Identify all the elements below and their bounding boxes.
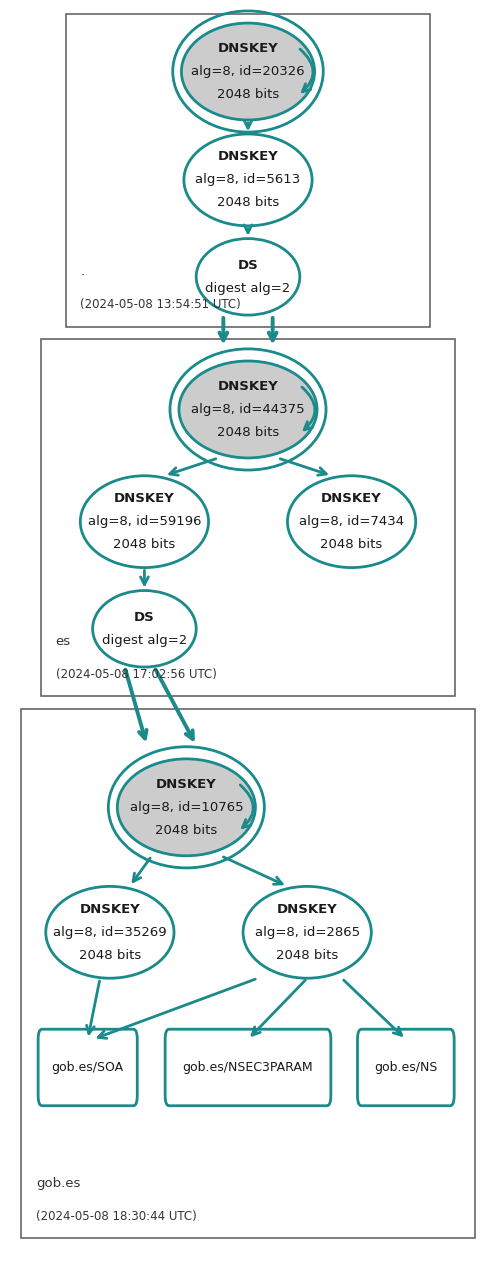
FancyBboxPatch shape [165, 1029, 331, 1105]
Text: DNSKEY: DNSKEY [218, 42, 278, 55]
Text: .: . [80, 265, 84, 279]
Text: 2048 bits: 2048 bits [217, 88, 279, 101]
FancyBboxPatch shape [21, 709, 475, 1238]
Text: alg=8, id=20326: alg=8, id=20326 [191, 65, 305, 78]
Text: alg=8, id=7434: alg=8, id=7434 [299, 515, 404, 528]
Ellipse shape [184, 134, 312, 226]
Text: (2024-05-08 18:30:44 UTC): (2024-05-08 18:30:44 UTC) [36, 1210, 197, 1223]
Text: 2048 bits: 2048 bits [155, 824, 217, 837]
FancyBboxPatch shape [41, 340, 455, 697]
Ellipse shape [243, 887, 372, 978]
Text: DNSKEY: DNSKEY [218, 151, 278, 164]
Text: gob.es: gob.es [36, 1177, 80, 1190]
Text: 2048 bits: 2048 bits [320, 538, 383, 551]
Text: 2048 bits: 2048 bits [79, 948, 141, 962]
Text: (2024-05-08 13:54:51 UTC): (2024-05-08 13:54:51 UTC) [80, 298, 241, 312]
Ellipse shape [196, 239, 300, 316]
Ellipse shape [182, 23, 314, 120]
Text: DNSKEY: DNSKEY [218, 380, 278, 394]
Text: alg=8, id=44375: alg=8, id=44375 [191, 403, 305, 415]
Text: 2048 bits: 2048 bits [217, 197, 279, 210]
FancyBboxPatch shape [65, 14, 431, 327]
Ellipse shape [117, 759, 255, 856]
Text: alg=8, id=35269: alg=8, id=35269 [53, 925, 167, 939]
Text: DNSKEY: DNSKEY [321, 492, 382, 505]
Text: alg=8, id=5613: alg=8, id=5613 [195, 174, 301, 187]
FancyBboxPatch shape [38, 1029, 137, 1105]
Ellipse shape [179, 360, 317, 458]
FancyBboxPatch shape [358, 1029, 454, 1105]
Text: gob.es/NS: gob.es/NS [374, 1061, 437, 1074]
Text: gob.es/SOA: gob.es/SOA [52, 1061, 124, 1074]
Ellipse shape [80, 475, 208, 567]
Text: digest alg=2: digest alg=2 [102, 634, 187, 647]
Text: DNSKEY: DNSKEY [114, 492, 175, 505]
Text: (2024-05-08 17:02:56 UTC): (2024-05-08 17:02:56 UTC) [56, 668, 217, 681]
Text: DS: DS [134, 611, 155, 624]
Text: 2048 bits: 2048 bits [113, 538, 176, 551]
Ellipse shape [46, 887, 174, 978]
Text: alg=8, id=10765: alg=8, id=10765 [129, 801, 243, 814]
Text: gob.es/NSEC3PARAM: gob.es/NSEC3PARAM [183, 1061, 313, 1074]
Text: alg=8, id=59196: alg=8, id=59196 [88, 515, 201, 528]
Text: DNSKEY: DNSKEY [79, 902, 140, 916]
Text: alg=8, id=2865: alg=8, id=2865 [254, 925, 360, 939]
Text: es: es [56, 635, 71, 648]
Text: 2048 bits: 2048 bits [276, 948, 338, 962]
Text: 2048 bits: 2048 bits [217, 426, 279, 438]
Text: DS: DS [238, 259, 258, 272]
Text: DNSKEY: DNSKEY [277, 902, 338, 916]
Ellipse shape [93, 590, 196, 667]
Text: DNSKEY: DNSKEY [156, 778, 217, 791]
Text: digest alg=2: digest alg=2 [205, 282, 291, 295]
Ellipse shape [288, 475, 416, 567]
